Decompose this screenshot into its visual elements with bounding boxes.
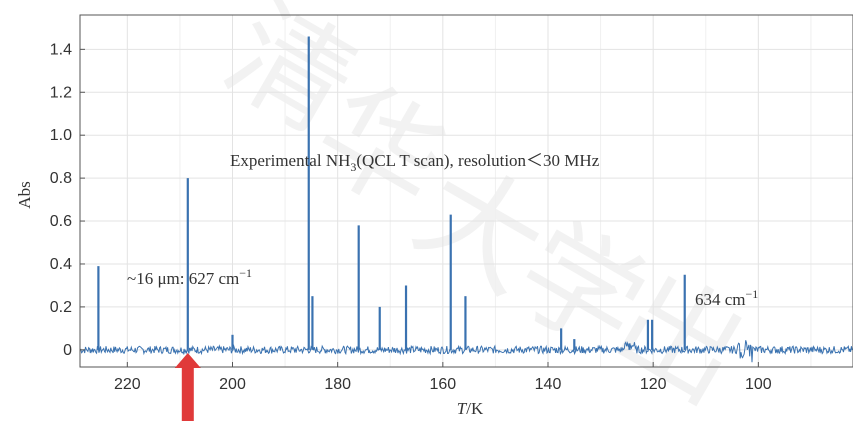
x-tick-label: 200 bbox=[219, 376, 246, 393]
spectrum-series bbox=[79, 36, 853, 363]
y-tick-label: 0.2 bbox=[50, 299, 72, 316]
x-axis-label-unit: /K bbox=[466, 399, 484, 418]
watermark: 清 华 大 学 出 bbox=[204, 0, 767, 421]
annotation-left-superscript: −1 bbox=[239, 266, 252, 280]
y-tick-label: 0.8 bbox=[50, 170, 72, 187]
y-tick-label: 0.6 bbox=[50, 213, 72, 230]
y-tick-label: 1.4 bbox=[50, 41, 72, 58]
x-tick-label: 100 bbox=[745, 376, 772, 393]
y-tick-label: 1.0 bbox=[50, 127, 72, 144]
arrow-shape bbox=[174, 353, 201, 421]
x-tick-label: 160 bbox=[429, 376, 456, 393]
y-tick-label: 1.2 bbox=[50, 84, 72, 101]
annotation-title: Experimental NH3(QCL T scan), resolution… bbox=[230, 151, 600, 174]
annotation-left: ~16 μm: 627 cm−1 bbox=[127, 266, 252, 288]
x-axis: 220 200 180 160 140 120 100 bbox=[114, 362, 772, 393]
x-tick-label: 140 bbox=[535, 376, 562, 393]
y-axis: 0 0.2 0.4 0.6 0.8 1.0 1.2 1.4 bbox=[50, 41, 85, 359]
annotation-right-text: 634 cm bbox=[695, 290, 746, 309]
annotation-title-part1: Experimental NH bbox=[230, 151, 350, 170]
x-tick-label: 180 bbox=[324, 376, 351, 393]
annotation-left-text: ~16 μm: 627 cm bbox=[127, 269, 239, 288]
y-tick-label: 0 bbox=[63, 342, 72, 359]
y-axis-label: Abs bbox=[15, 181, 34, 208]
red-arrow-marker bbox=[174, 353, 201, 421]
x-axis-label: T/K bbox=[457, 399, 484, 418]
x-tick-label: 120 bbox=[640, 376, 667, 393]
annotation-title-subscript: 3 bbox=[350, 160, 356, 174]
x-axis-label-variable: T bbox=[457, 399, 468, 418]
y-tick-label: 0.4 bbox=[50, 256, 72, 273]
x-tick-label: 220 bbox=[114, 376, 141, 393]
plot-frame bbox=[79, 14, 853, 368]
annotation-title-part2: (QCL T scan), resolution＜30 MHz bbox=[356, 151, 599, 170]
annotation-right: 634 cm−1 bbox=[695, 287, 758, 309]
annotation-right-superscript: −1 bbox=[746, 287, 759, 301]
